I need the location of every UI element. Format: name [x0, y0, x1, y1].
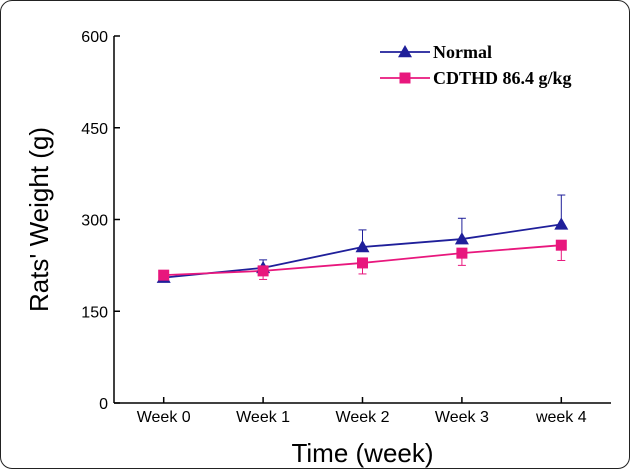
- x-ticks: Week 0 Week 1 Week 2 Week 3 week 4: [137, 397, 587, 426]
- legend: Normal CDTHD 86.4 g/kg: [380, 42, 572, 88]
- cdthd-point: [158, 269, 170, 281]
- y-tick-label: 0: [99, 396, 108, 413]
- normal-point: [355, 240, 370, 253]
- x-tick-label: Week 1: [236, 409, 290, 426]
- legend-cdthd-label: CDTHD 86.4 g/kg: [433, 68, 572, 88]
- x-axis-label: Time (week): [291, 438, 433, 468]
- cdthd-point: [456, 247, 468, 259]
- legend-normal-label: Normal: [433, 42, 492, 62]
- x-tick-label: Week 3: [435, 409, 489, 426]
- y-ticks: 0 150 300 450 600: [81, 29, 120, 413]
- y-axis-label: Rats' Weight (g): [24, 127, 54, 312]
- axes: [113, 36, 611, 404]
- series-markers: [156, 217, 569, 283]
- y-tick-label: 600: [81, 29, 108, 46]
- y-tick-label: 150: [81, 304, 108, 321]
- x-tick-label: Week 2: [336, 409, 390, 426]
- y-tick-label: 450: [81, 121, 108, 138]
- y-tick-label: 300: [81, 213, 108, 230]
- normal-point: [554, 217, 569, 230]
- normal-point: [454, 232, 469, 245]
- cdthd-point: [555, 239, 567, 251]
- cdthd-point: [257, 265, 269, 277]
- legend-normal-marker: [398, 45, 412, 58]
- x-tick-label: week 4: [535, 409, 587, 426]
- legend-cdthd-marker: [399, 72, 411, 84]
- cdthd-point: [357, 257, 368, 269]
- x-tick-label: Week 0: [137, 409, 191, 426]
